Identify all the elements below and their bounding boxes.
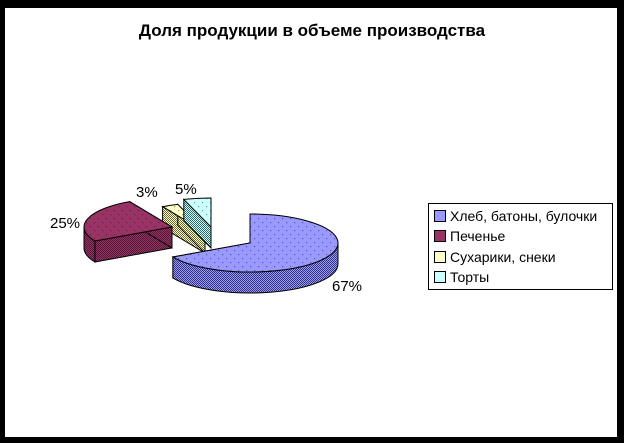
legend-item-3[interactable]: Торты <box>434 267 612 287</box>
legend-item-0[interactable]: Хлеб, батоны, булочки <box>434 206 612 226</box>
chart-title: Доля продукции в объеме производства <box>138 21 486 40</box>
pie-slice-3[interactable] <box>182 197 212 250</box>
legend-box: Хлеб, батоны, булочки Печенье Сухарики, сн… <box>428 203 613 290</box>
legend-label: Торты <box>450 268 490 285</box>
legend-swatch-icon <box>434 270 446 283</box>
legend-item-1[interactable]: Печенье <box>434 226 612 246</box>
legend-swatch-icon <box>434 250 446 263</box>
pie-slice-0[interactable] <box>171 213 339 294</box>
slice-percent-label: 5% <box>175 181 197 198</box>
legend-item-2[interactable]: Сухарики, снеки <box>434 247 612 267</box>
slice-percent-label: 3% <box>136 184 158 201</box>
legend-label: Хлеб, батоны, булочки <box>450 208 598 225</box>
pie-slice-1[interactable] <box>83 200 174 263</box>
legend-swatch-icon <box>434 230 446 243</box>
slice-percent-label: 25% <box>50 215 80 232</box>
slice-percent-label: 67% <box>332 278 362 295</box>
legend-label: Печенье <box>450 228 506 245</box>
legend-label: Сухарики, снеки <box>450 248 556 265</box>
legend-swatch-icon <box>434 210 446 223</box>
